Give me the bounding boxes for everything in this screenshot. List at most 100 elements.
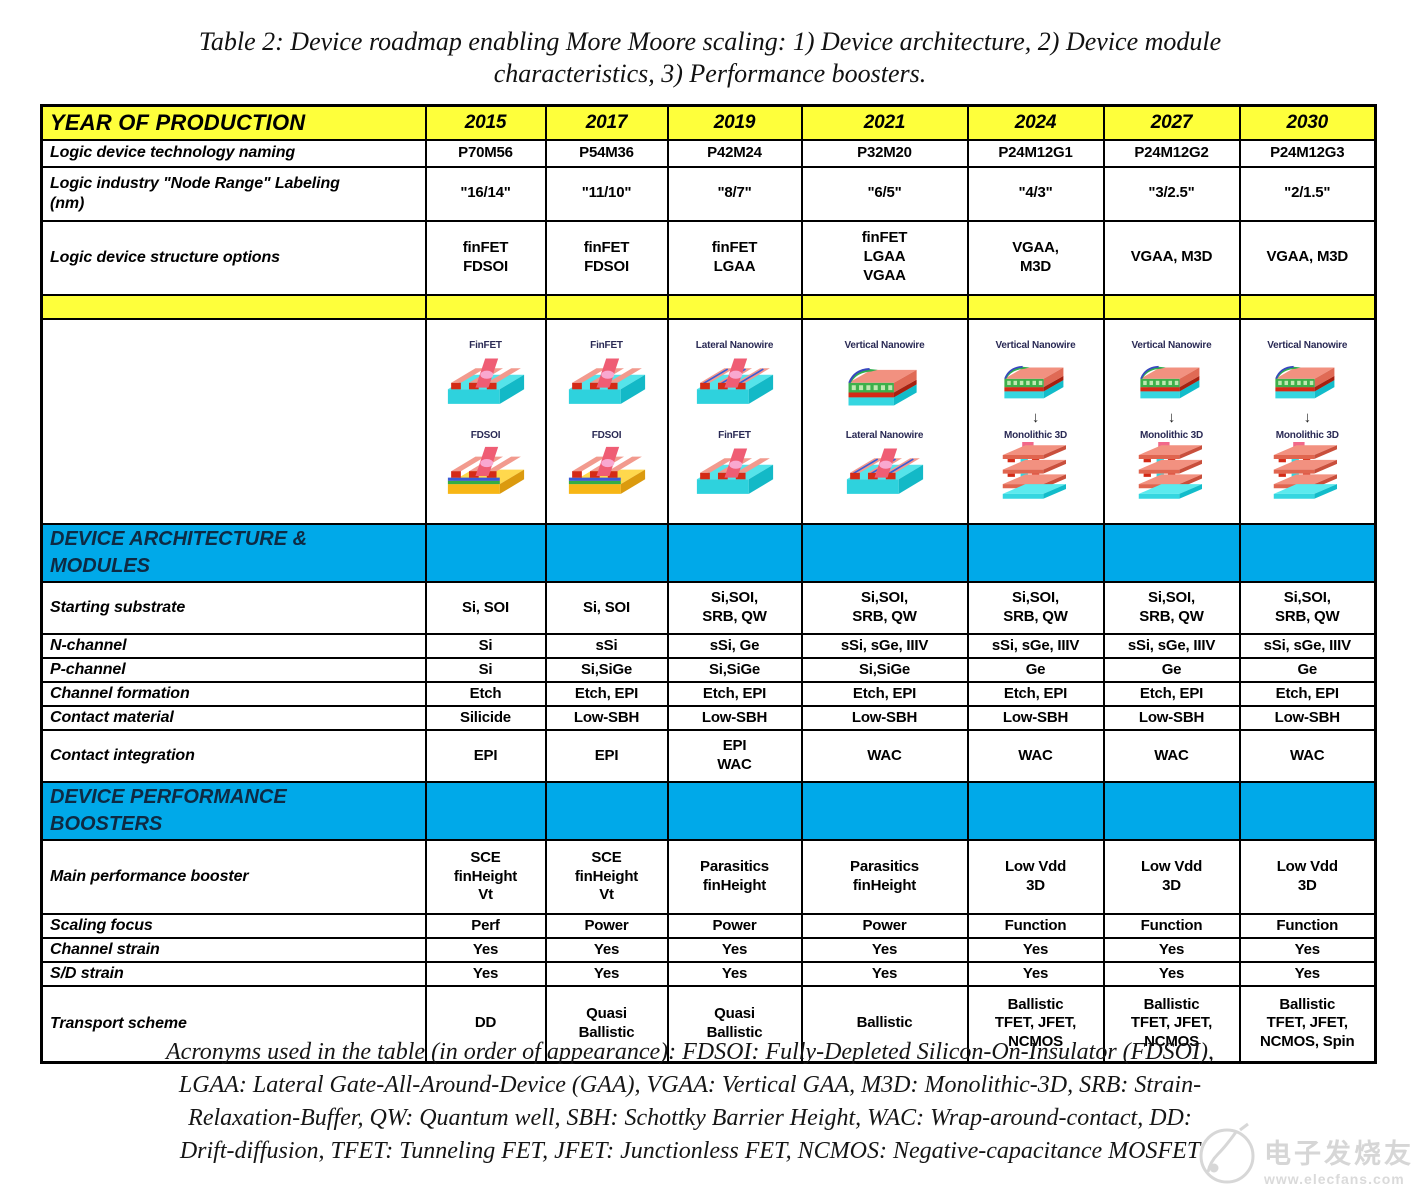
cell: finFET FDSOI [544, 219, 669, 296]
cell: "16/14" [424, 165, 547, 222]
cell: Yes [1102, 961, 1241, 987]
vertical-nanowire-illustration [833, 352, 937, 412]
row-label: Transport scheme [40, 985, 427, 1063]
cell: P70M56 [424, 138, 547, 168]
watermark-url: www.elecfans.com [1264, 1171, 1405, 1187]
cell: P24M12G1 [966, 138, 1105, 168]
cell: Yes [800, 961, 969, 987]
arrow-down-icon: ↓ [1031, 408, 1040, 426]
cell: Si [424, 657, 547, 683]
caption-line-1: Table 2: Device roadmap enabling More Mo… [198, 27, 1222, 56]
node-range-row: Logic industry "Node Range" Labeling (nm… [40, 165, 1377, 222]
structure-options-row: Logic device structure options finFET FD… [40, 219, 1377, 296]
watermark-text: 电子发烧友 www.elecfans.com [1264, 1139, 1414, 1187]
starting-substrate-row: Starting substrate Si, SOI Si, SOI Si,SO… [40, 581, 1377, 635]
cell: Power [800, 913, 969, 939]
roadmap-table: YEAR OF PRODUCTION 2015 2017 2019 2021 2… [40, 104, 1377, 1064]
illustration-label: Vertical Nanowire [1267, 340, 1348, 352]
watermark-brand: 电子发烧友 [1264, 1139, 1414, 1169]
illustration-cell-2019: Lateral Nanowire FinFET [666, 317, 803, 525]
acronyms-footnote: Acronyms used in the table (in order of … [40, 1036, 1340, 1168]
acronyms-line-1: Acronyms used in the table (in order of … [166, 1039, 1214, 1065]
cell: Yes [544, 961, 669, 987]
monolithic-3d-illustration [1255, 442, 1359, 502]
empty-cell [1102, 293, 1241, 320]
fdsoi-illustration [555, 442, 659, 502]
cell: "4/3" [966, 165, 1105, 222]
architecture-section-row: DEVICE ARCHITECTURE & MODULES [40, 523, 1377, 583]
cell: Yes [666, 961, 803, 987]
year-of-production-label: YEAR OF PRODUCTION [40, 104, 427, 141]
cell: P32M20 [800, 138, 969, 168]
illustration-label: FDSOI [470, 430, 501, 442]
monolithic-3d-illustration [1120, 442, 1224, 502]
empty-cell [1102, 781, 1241, 841]
cell: Si,SiGe [666, 657, 803, 683]
cell: "2/1.5" [1238, 165, 1377, 222]
illustration-label: Vertical Nanowire [995, 340, 1076, 352]
row-label: Contact material [40, 705, 427, 731]
arrow-down-icon: ↓ [1303, 408, 1312, 426]
illustration-label: Vertical Nanowire [844, 340, 925, 352]
cell: P24M12G2 [1102, 138, 1241, 168]
cell: EPI WAC [666, 729, 803, 783]
cell: Yes [1238, 937, 1377, 963]
section-title: DEVICE PERFORMANCE BOOSTERS [40, 781, 427, 841]
illustration-label: Monolithic 3D [1004, 430, 1067, 442]
year-header: 2030 [1238, 104, 1377, 141]
cell: Si, SOI [424, 581, 547, 635]
empty-cell [544, 293, 669, 320]
cell: SCE finHeight Vt [424, 839, 547, 915]
year-header: 2019 [666, 104, 803, 141]
cell: WAC [800, 729, 969, 783]
cell: Etch, EPI [544, 681, 669, 707]
cell: sSi, sGe, IIIV [1238, 633, 1377, 659]
cell: sSi, sGe, IIIV [800, 633, 969, 659]
cell: Function [1102, 913, 1241, 939]
empty-cell [666, 523, 803, 583]
arrow-down-icon: ↓ [1167, 408, 1176, 426]
cell: Ge [966, 657, 1105, 683]
cell: finFET LGAA VGAA [800, 219, 969, 296]
cell: sSi, sGe, IIIV [1102, 633, 1241, 659]
cell: sSi, sGe, IIIV [966, 633, 1105, 659]
illustration-cell-2024: Vertical Nanowire ↓ Monolithic 3D [966, 317, 1105, 525]
acronyms-line-2: LGAA: Lateral Gate-All-Around-Device (GA… [178, 1072, 1202, 1098]
vertical-nanowire-illustration [984, 352, 1088, 404]
lateral-nanowire-illustration [683, 352, 787, 412]
cell: Low-SBH [1102, 705, 1241, 731]
empty-cell [40, 293, 427, 320]
cell: Yes [966, 937, 1105, 963]
illustration-label: Monolithic 3D [1275, 430, 1339, 442]
illustration-cell-2017: FinFET FDSOI [544, 317, 669, 525]
cell: EPI [424, 729, 547, 783]
illustration-cell-2027: Vertical Nanowire ↓ Monolithic 3D [1102, 317, 1241, 525]
cell: Ballistic TFET, JFET, NCMOS, Spin [1238, 985, 1377, 1063]
empty-cell [1238, 523, 1377, 583]
sd-strain-row: S/D strain Yes Yes Yes Yes Yes Yes Yes [40, 961, 1377, 987]
illustration-label: Lateral Nanowire [695, 340, 774, 352]
scaling-focus-row: Scaling focus Perf Power Power Power Fun… [40, 913, 1377, 939]
cell: sSi, Ge [666, 633, 803, 659]
cell: DD [424, 985, 547, 1063]
empty-cell [1102, 523, 1241, 583]
cell: EPI [544, 729, 669, 783]
year-of-production-row: YEAR OF PRODUCTION 2015 2017 2019 2021 2… [40, 104, 1377, 141]
fdsoi-illustration [434, 442, 538, 502]
cell: Si,SOI, SRB, QW [966, 581, 1105, 635]
row-label: Logic device structure options [40, 219, 427, 296]
cell: Low-SBH [666, 705, 803, 731]
cell: Low-SBH [800, 705, 969, 731]
year-header: 2027 [1102, 104, 1241, 141]
cell: Etch, EPI [1238, 681, 1377, 707]
p-channel-row: P-channel Si Si,SiGe Si,SiGe Si,SiGe Ge … [40, 657, 1377, 683]
cell: SCE finHeight Vt [544, 839, 669, 915]
yellow-band-row [40, 293, 1377, 320]
table-caption: Table 2: Device roadmap enabling More Mo… [60, 26, 1360, 90]
year-header: 2021 [800, 104, 969, 141]
row-label: Starting substrate [40, 581, 427, 635]
empty-cell [1238, 293, 1377, 320]
main-booster-row: Main performance booster SCE finHeight V… [40, 839, 1377, 915]
cell: P54M36 [544, 138, 669, 168]
cell: Low-SBH [544, 705, 669, 731]
